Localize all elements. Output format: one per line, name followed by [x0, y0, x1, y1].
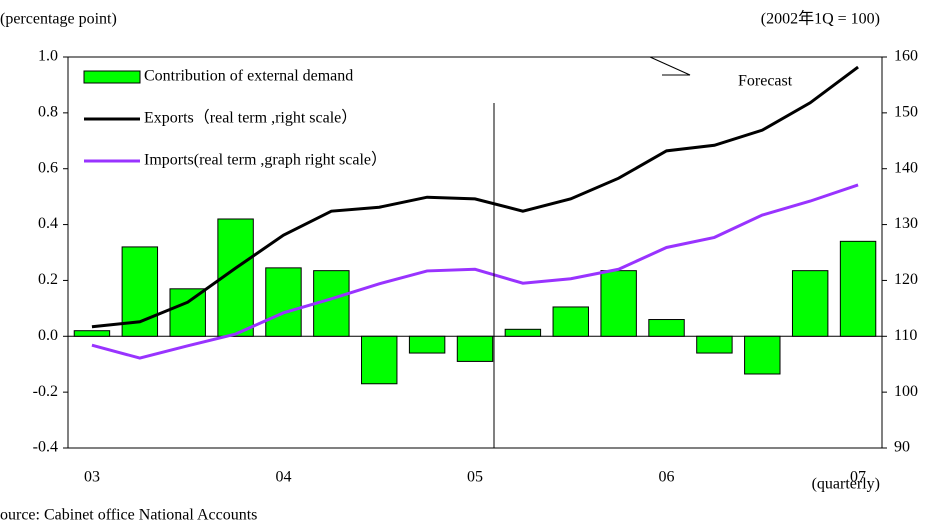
- y-tick-label: 0.6: [38, 159, 58, 176]
- y2-tick-label: 90: [894, 439, 910, 456]
- x-tick-label: 05: [467, 469, 483, 486]
- bar: [456, 335, 494, 362]
- source: ource: Cabinet office National Accounts: [0, 507, 257, 523]
- bar: [504, 328, 542, 337]
- y2-tick-label: 110: [894, 327, 917, 344]
- bar: [265, 267, 302, 337]
- y-axis-label: (percentage point): [0, 11, 117, 28]
- bar: [744, 335, 781, 375]
- x-tick-label: 03: [84, 469, 100, 486]
- y-tick-label: 0.2: [38, 271, 58, 288]
- y-tick-label: 1.0: [38, 48, 58, 65]
- y2-tick-label: 120: [894, 271, 918, 288]
- y2-tick-label: 160: [894, 48, 918, 65]
- bar: [73, 330, 111, 337]
- y2-tick-label: 150: [894, 104, 918, 121]
- x-tick-label: 07: [850, 469, 866, 486]
- y-tick-label: -0.2: [33, 383, 58, 400]
- bar: [600, 270, 637, 337]
- forecast-pointer: [649, 56, 691, 76]
- y2-tick-label: 100: [894, 383, 918, 400]
- x-axis-label: (quarterly): [812, 476, 880, 493]
- legend-box: [74, 62, 492, 180]
- y2-tick-label: 130: [894, 215, 918, 232]
- bar: [552, 306, 589, 337]
- legend-label: Contribution of external demand: [144, 68, 353, 85]
- bar: [696, 335, 733, 354]
- bar: [648, 319, 685, 337]
- legend-label: Imports(real term ,graph right scale）: [144, 151, 387, 169]
- y-tick-label: 0.8: [38, 104, 58, 121]
- bar: [408, 335, 446, 354]
- y2-axis-label: (2002年1Q = 100): [761, 10, 880, 28]
- bar: [839, 240, 877, 337]
- line: [91, 65, 859, 329]
- y2-tick-label: 140: [894, 159, 918, 176]
- plot-frame: [67, 56, 883, 449]
- legend-label: Exports（real term ,right scale）: [144, 109, 357, 127]
- forecast-label: Forecast: [738, 73, 793, 90]
- x-tick-label: 06: [659, 469, 675, 486]
- y-tick-label: -0.4: [33, 439, 58, 456]
- bar: [791, 270, 829, 337]
- x-tick-label: 04: [275, 469, 291, 486]
- y-tick-label: 0.0: [38, 327, 58, 344]
- bar: [361, 335, 398, 385]
- legend-swatch: [83, 70, 141, 84]
- y-tick-label: 0.4: [38, 215, 58, 232]
- bar: [169, 288, 206, 337]
- line: [91, 183, 859, 360]
